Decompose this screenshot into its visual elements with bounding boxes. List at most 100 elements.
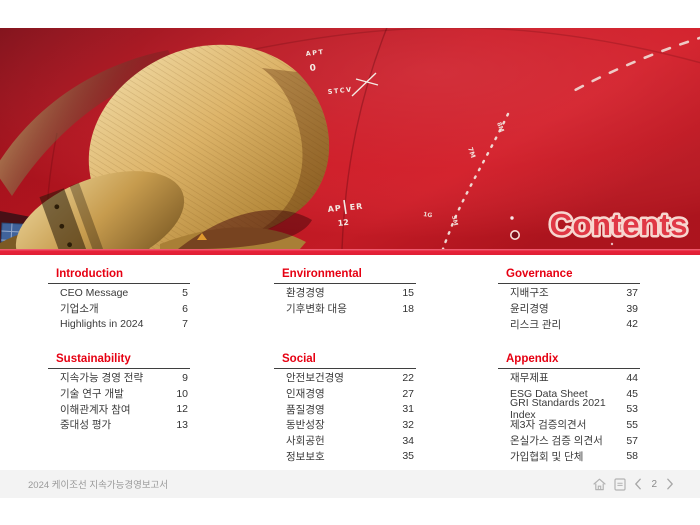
toc-item-label: 기업소개	[60, 303, 99, 316]
toc-item-label: 인재경영	[286, 388, 325, 401]
toc-item[interactable]: 기후변화 대응 18	[274, 301, 416, 317]
toc-item-page: 44	[626, 371, 638, 384]
marking-apt-zero: 0	[309, 63, 316, 74]
toc-section-title: Environmental	[282, 268, 362, 280]
toc-item-page: 9	[182, 371, 188, 384]
toc-item[interactable]: 환경경영 15	[274, 285, 416, 301]
toc-item-label: GRI Standards 2021 Index	[510, 397, 606, 422]
toc-item-label: 지속가능 경영 전략	[60, 372, 144, 385]
hull-markings: APT 0 STCV AP ER 12 7M 8M 5M 1G	[305, 48, 505, 228]
toc-item-page: 13	[176, 418, 188, 431]
toc-item-label: 정보보호	[286, 450, 325, 463]
marking-8m: 8M	[495, 121, 505, 133]
toc-item-label: 제3자 검증의견서	[510, 419, 587, 432]
marking-1g: 1G	[423, 211, 433, 219]
toc-item-page: 58	[626, 450, 638, 463]
toc-item-page: 27	[402, 387, 414, 400]
toc-section-sustainability: Sustainability 지속가능 경영 전략 9 기술 연구 개발 10 이해관계…	[48, 352, 190, 433]
toc-item[interactable]: 중대성 평가 13	[48, 417, 190, 433]
toc-item-page: 6	[182, 302, 188, 315]
toc-item-label: 환경경영	[286, 287, 325, 300]
toc-item-list: 안전보건경영 22 인재경영 27 품질경영 31 동반성장 32 사회공헌 34 정보보호 35	[274, 370, 416, 464]
toc-item-label: 기후변화 대응	[286, 303, 347, 316]
toc-item[interactable]: 제3자 검증의견서 55	[498, 417, 640, 433]
toc-item-label: 기술 연구 개발	[60, 388, 124, 401]
marking-5m: 5M	[450, 215, 459, 226]
toc-item-label: ESG Data Sheet	[510, 387, 588, 400]
marking-7m: 7M	[466, 146, 477, 159]
toc-item-page: 31	[402, 403, 414, 416]
toc-item-page: 15	[402, 286, 414, 299]
marking-er: ER	[349, 202, 363, 212]
prev-page-button[interactable]	[634, 478, 642, 490]
toc-item[interactable]: 기술 연구 개발 10	[48, 386, 190, 402]
document-icon[interactable]	[614, 477, 627, 491]
toc-item-label: 안전보건경영	[286, 372, 344, 385]
footer-bar: 2024 케이조선 지속가능경영보고서 2	[0, 470, 700, 498]
toc-section-title: Introduction	[56, 268, 124, 280]
contents-title-shadow: Contents	[550, 210, 688, 245]
toc-item-page: 45	[626, 387, 638, 400]
toc-item-label: 리스크 관리	[510, 318, 562, 331]
toc-item[interactable]: 재무제표 44	[498, 370, 640, 386]
home-icon[interactable]	[593, 478, 607, 491]
toc-item-page: 5	[182, 286, 188, 299]
footer-nav: 2	[593, 477, 674, 491]
toc-item-page: 18	[402, 302, 414, 315]
toc-item[interactable]: 리스크 관리 42	[498, 316, 640, 332]
toc-item[interactable]: 사회공헌 34	[274, 433, 416, 449]
toc-item[interactable]: 온실가스 검증 의견서 57	[498, 433, 640, 449]
toc-section-title: Sustainability	[56, 353, 131, 365]
toc-item-page: 22	[402, 371, 414, 384]
toc-item-page: 32	[402, 418, 414, 431]
toc-item[interactable]: 기업소개 6	[48, 301, 190, 317]
toc-item-list: 지배구조 37 윤리경영 39 리스크 관리 42	[498, 285, 640, 332]
toc-item-label: 윤리경영	[510, 303, 549, 316]
toc-section-title: Social	[282, 353, 316, 365]
toc-item[interactable]: 가입협회 및 단체 58	[498, 448, 640, 464]
toc-item-label: 품질경영	[286, 403, 325, 416]
toc-item-label: 가입협회 및 단체	[510, 450, 584, 463]
toc-item-label: 이해관계자 참여	[60, 403, 131, 416]
hero-photo: APT 0 STCV AP ER 12 7M 8M 5M 1G Contents…	[0, 28, 700, 249]
toc-item-label: Highlights in 2024	[60, 318, 144, 331]
toc-section-environmental: Environmental 환경경영 15 기후변화 대응 18	[274, 267, 416, 316]
toc-item-label: 온실가스 검증 의견서	[510, 435, 603, 448]
toc-item-page: 55	[626, 418, 638, 431]
toc-item-list: CEO Message 5 기업소개 6 Highlights in 2024 7	[48, 285, 190, 332]
toc-item-page: 7	[182, 318, 188, 331]
toc-item[interactable]: 동반성장 32	[274, 417, 416, 433]
toc-item[interactable]: 정보보호 35	[274, 448, 416, 464]
toc-item[interactable]: 지배구조 37	[498, 285, 640, 301]
toc-item-page: 53	[626, 403, 638, 416]
toc-item-page: 39	[626, 302, 638, 315]
toc-item-list: 재무제표 44 ESG Data Sheet 45 GRI Standards 2021…	[498, 370, 640, 464]
toc-item[interactable]: 지속가능 경영 전략 9	[48, 370, 190, 386]
toc-item[interactable]: 안전보건경영 22	[274, 370, 416, 386]
next-page-button[interactable]	[666, 478, 674, 490]
toc-item-page: 57	[626, 434, 638, 447]
report-title: 2024 케이조선 지속가능경영보고서	[28, 480, 169, 491]
toc-item[interactable]: 인재경영 27	[274, 386, 416, 402]
toc-item-label: 지배구조	[510, 287, 549, 300]
toc-item[interactable]: CEO Message 5	[48, 285, 190, 301]
marking-apt: APT	[305, 48, 325, 58]
toc-item[interactable]: Highlights in 2024 7	[48, 316, 190, 332]
toc-item[interactable]: 이해관계자 참여 12	[48, 401, 190, 417]
toc-section-title: Appendix	[506, 353, 559, 365]
toc-item-label: 중대성 평가	[60, 419, 112, 432]
toc-section-governance: Governance 지배구조 37 윤리경영 39 리스크 관리 42	[498, 267, 640, 332]
toc-item[interactable]: 윤리경영 39	[498, 301, 640, 317]
toc-item[interactable]: GRI Standards 2021 Index 53	[498, 397, 640, 421]
page-number: 2	[651, 478, 657, 490]
toc-section-title: Governance	[506, 268, 573, 280]
marking-ap: AP	[327, 204, 342, 214]
hull-details	[197, 216, 662, 246]
toc-item-page: 37	[626, 286, 638, 299]
marking-twelve: 12	[337, 218, 349, 228]
toc-item[interactable]: ESG Data Sheet 45	[498, 386, 640, 402]
toc-item-page: 12	[176, 403, 188, 416]
marking-stcv: STCV	[327, 85, 353, 96]
toc-item-page: 10	[176, 387, 188, 400]
toc-item[interactable]: 품질경영 31	[274, 401, 416, 417]
